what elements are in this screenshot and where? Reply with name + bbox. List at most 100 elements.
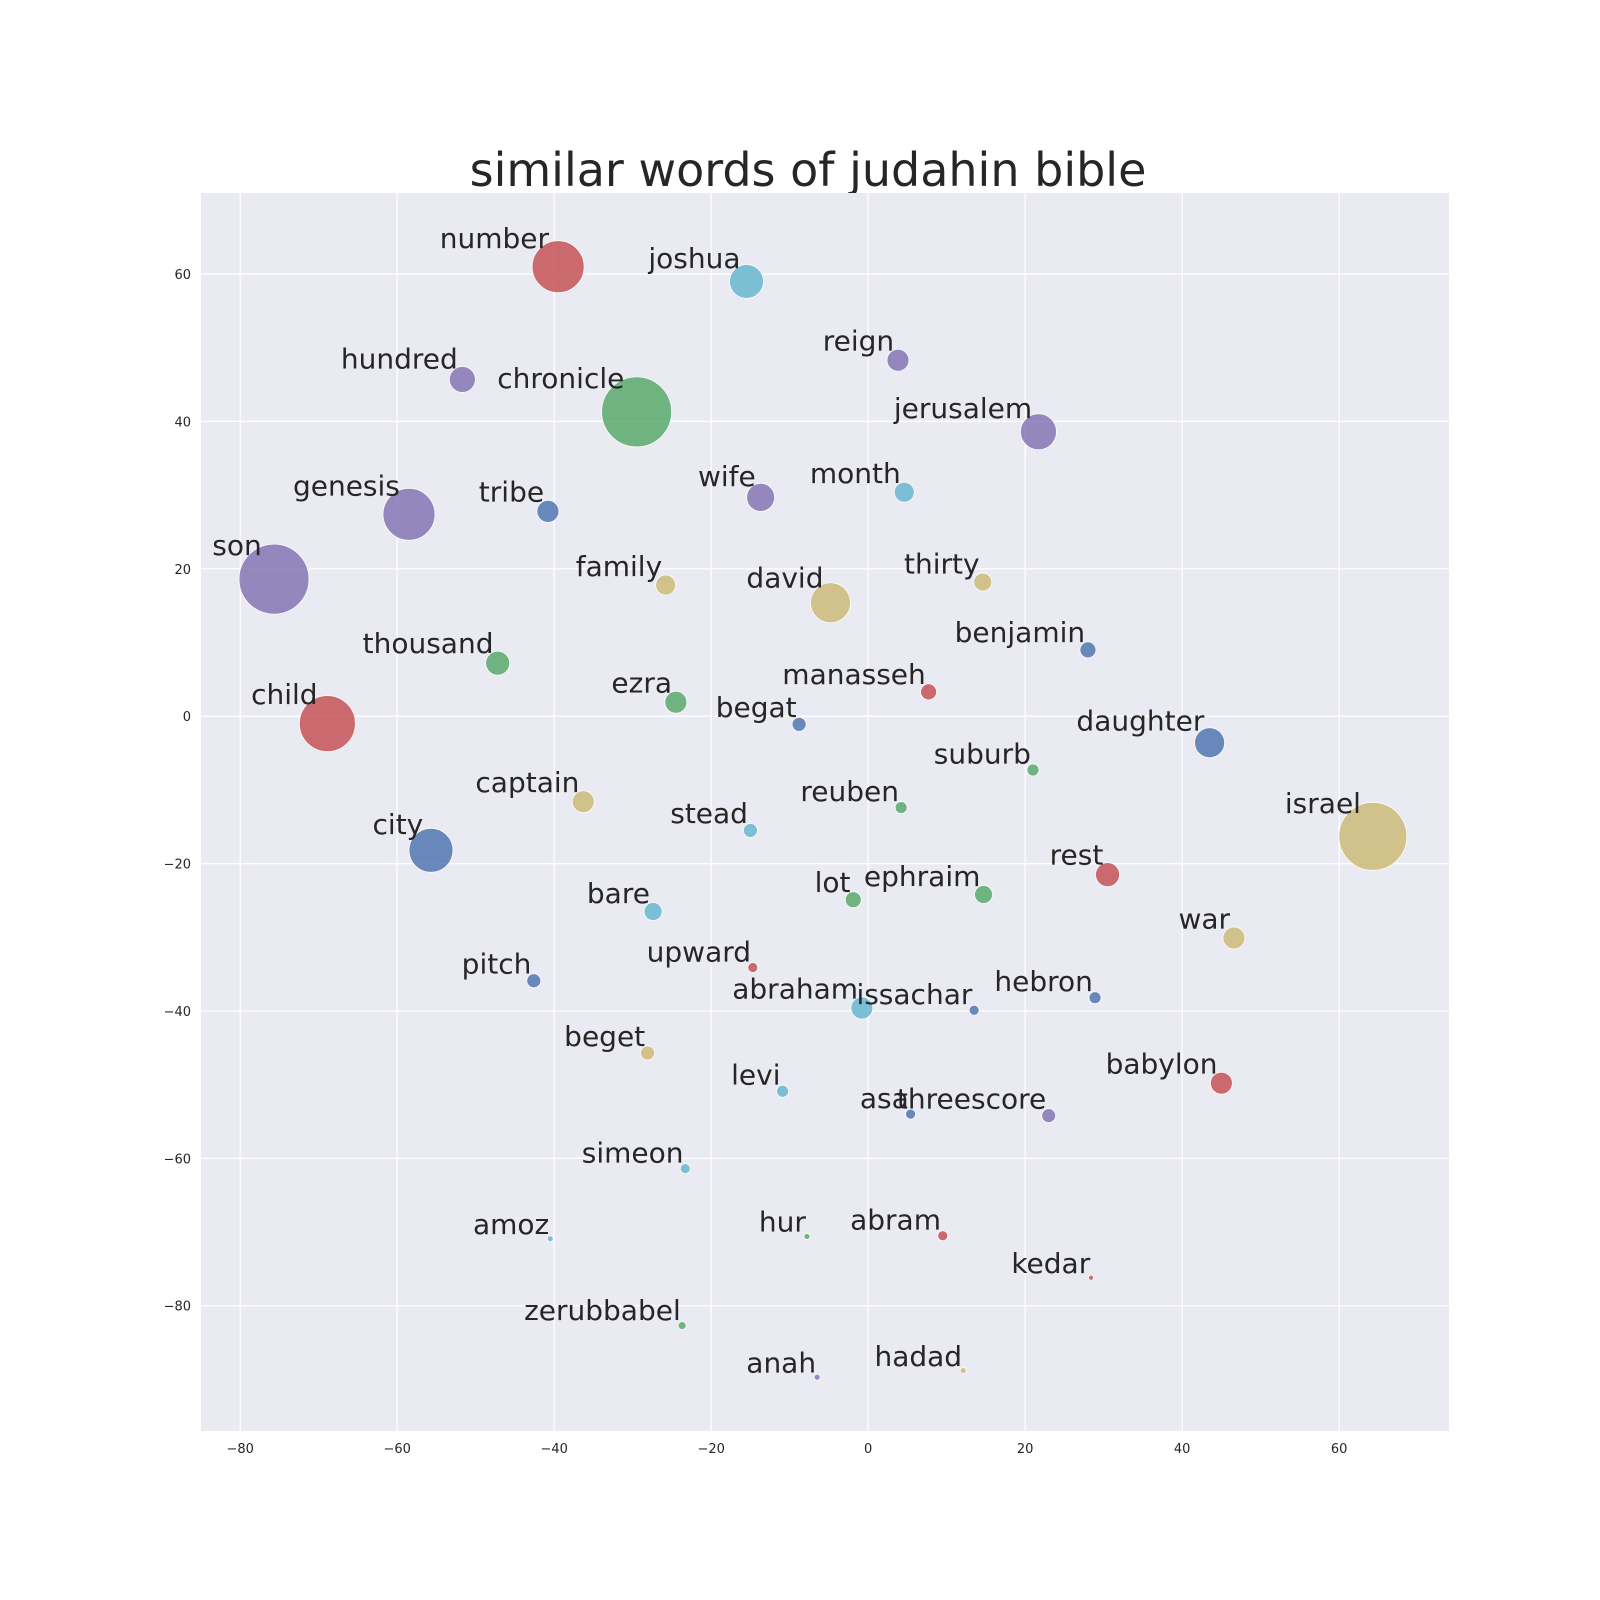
bubble-begat bbox=[791, 716, 807, 732]
bubble-hundred bbox=[448, 366, 476, 393]
bubble-chronicle bbox=[601, 376, 673, 448]
bubble-abraham bbox=[850, 996, 874, 1020]
word-label-suburb: suburb bbox=[934, 737, 1031, 770]
bubble-family bbox=[655, 574, 677, 596]
y-tick-label: 20 bbox=[174, 563, 191, 578]
bubble-son bbox=[238, 543, 310, 615]
word-label-hur: hur bbox=[759, 1206, 806, 1239]
word-label-asa: asa bbox=[860, 1082, 909, 1115]
y-tick-label: 0 bbox=[183, 710, 191, 725]
word-label-thirty: thirty bbox=[904, 548, 980, 581]
bubble-beget bbox=[640, 1045, 656, 1061]
word-label-anah: anah bbox=[746, 1346, 816, 1379]
word-label-family: family bbox=[576, 550, 662, 583]
word-label-month: month bbox=[810, 457, 901, 490]
bubble-wife bbox=[746, 482, 776, 512]
bubble-bare bbox=[643, 902, 663, 921]
bubble-amoz bbox=[546, 1235, 554, 1243]
word-label-manasseh: manasseh bbox=[782, 658, 926, 691]
word-label-thousand: thousand bbox=[363, 627, 494, 660]
x-tick-label: −40 bbox=[540, 1442, 567, 1457]
bubble-rest bbox=[1095, 862, 1120, 888]
word-label-zerubbabel: zerubbabel bbox=[524, 1294, 681, 1327]
word-label-babylon: babylon bbox=[1106, 1048, 1218, 1081]
word-label-war: war bbox=[1179, 902, 1231, 935]
bubble-suburb bbox=[1026, 763, 1040, 777]
word-label-hebron: hebron bbox=[994, 965, 1093, 998]
word-labels: chronicle son israel child number genesis city… bbox=[212, 222, 1361, 1379]
word-label-reuben: reuben bbox=[800, 775, 899, 808]
bubble-threescore bbox=[1041, 1108, 1057, 1124]
bubble-daughter bbox=[1194, 727, 1226, 759]
bubble-reign bbox=[886, 348, 910, 372]
bubble-issachar bbox=[968, 1004, 980, 1016]
word-label-issachar: issachar bbox=[856, 978, 972, 1011]
bubble-jerusalem bbox=[1020, 413, 1057, 451]
bubble-war bbox=[1222, 926, 1246, 950]
word-label-reign: reign bbox=[823, 325, 894, 358]
bubble-upward bbox=[747, 962, 759, 973]
word-label-city: city bbox=[373, 808, 424, 841]
bubble-ephraim bbox=[974, 885, 993, 904]
bubble-david bbox=[810, 582, 851, 624]
bubble-genesis bbox=[382, 487, 436, 541]
bubble-thirty bbox=[973, 572, 993, 592]
word-label-abram: abram bbox=[850, 1204, 941, 1237]
bubble-zerubbabel bbox=[677, 1321, 687, 1331]
bubble-abram bbox=[937, 1230, 949, 1242]
word-label-lot: lot bbox=[815, 866, 851, 899]
bubble-joshua bbox=[729, 264, 764, 299]
word-label-son: son bbox=[212, 529, 261, 562]
bubble-city bbox=[408, 827, 454, 873]
word-label-tribe: tribe bbox=[479, 476, 544, 509]
word-label-upward: upward bbox=[647, 935, 751, 968]
word-label-begat: begat bbox=[716, 691, 797, 724]
bubble-hadad bbox=[959, 1367, 967, 1374]
grid-lines bbox=[201, 193, 1449, 1431]
word-label-benjamin: benjamin bbox=[955, 616, 1085, 649]
bubble-thousand bbox=[485, 650, 511, 676]
bubble-hebron bbox=[1088, 991, 1102, 1005]
word-label-threescore: threescore bbox=[897, 1082, 1046, 1115]
y-tick-label: −40 bbox=[164, 1005, 191, 1020]
x-tick-label: −20 bbox=[697, 1442, 724, 1457]
word-label-genesis: genesis bbox=[293, 470, 400, 503]
bubble-hur bbox=[803, 1233, 811, 1240]
bubble-manasseh bbox=[920, 683, 938, 701]
word-label-pitch: pitch bbox=[462, 948, 532, 981]
word-label-joshua: joshua bbox=[647, 242, 740, 275]
word-label-child: child bbox=[251, 678, 317, 711]
word-label-beget: beget bbox=[564, 1020, 645, 1053]
y-tick-label: −80 bbox=[164, 1300, 191, 1315]
word-label-levi: levi bbox=[731, 1059, 780, 1092]
bubble-month bbox=[893, 481, 915, 503]
bubble-anah bbox=[813, 1373, 821, 1381]
bubble-captain bbox=[571, 790, 595, 814]
bubble-simeon bbox=[679, 1163, 691, 1175]
bubble-stead bbox=[743, 823, 758, 838]
bubble-ezra bbox=[664, 690, 688, 714]
y-tick-label: 60 bbox=[174, 268, 191, 283]
bubble-reuben bbox=[894, 801, 908, 814]
axis-tick-labels: −80 −60 −40 −20 0 20 40 60 60 40 20 0 −20 −40 −60 −80 bbox=[164, 268, 1348, 1457]
bubble-lot bbox=[844, 891, 862, 909]
x-tick-label: 60 bbox=[1331, 1442, 1348, 1457]
word-label-wife: wife bbox=[698, 460, 756, 493]
word-label-jerusalem: jerusalem bbox=[893, 392, 1032, 425]
word-label-hundred: hundred bbox=[341, 343, 458, 376]
x-tick-label: 40 bbox=[1174, 1442, 1191, 1457]
word-label-israel: israel bbox=[1285, 787, 1361, 820]
word-label-hadad: hadad bbox=[874, 1340, 962, 1373]
x-tick-label: −80 bbox=[227, 1442, 254, 1457]
x-tick-label: 0 bbox=[864, 1442, 872, 1457]
word-label-bare: bare bbox=[587, 877, 650, 910]
bubble-kedar bbox=[1088, 1274, 1094, 1281]
word-label-stead: stead bbox=[670, 797, 748, 830]
bubbles bbox=[238, 240, 1408, 1381]
bubble-child bbox=[298, 695, 356, 752]
word-label-abraham: abraham bbox=[732, 972, 858, 1005]
bubble-tribe bbox=[536, 499, 560, 523]
word-label-amoz: amoz bbox=[473, 1208, 549, 1241]
word-label-rest: rest bbox=[1050, 838, 1104, 871]
